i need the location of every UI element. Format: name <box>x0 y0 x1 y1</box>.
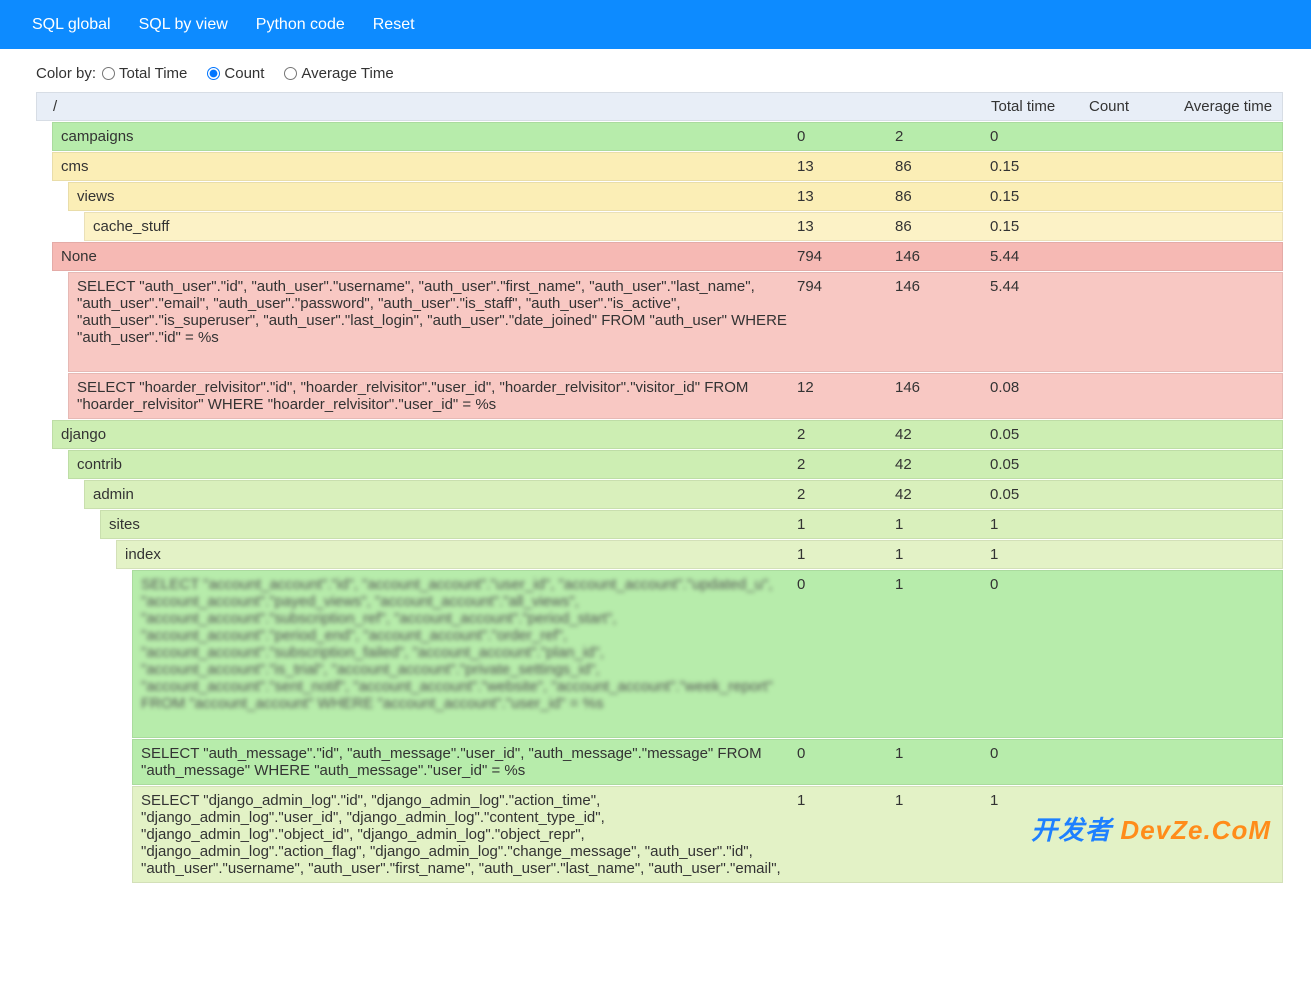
cell-avg-time: 0 <box>990 571 1088 598</box>
radio-count-label: Count <box>224 65 264 82</box>
tree-row[interactable]: cache_stuff13860.15 <box>84 212 1283 241</box>
color-by-controls: Color by: Total Time Count Average Time <box>0 49 1311 92</box>
cell-count: 2 <box>895 123 990 150</box>
cell-count: 1 <box>895 511 990 538</box>
nav-sql-global[interactable]: SQL global <box>18 16 125 34</box>
cell-total-time: 2 <box>797 481 895 508</box>
tree-row-label: SELECT "hoarder_relvisitor"."id", "hoard… <box>69 374 797 418</box>
tree-row[interactable]: SELECT "account_account"."id", "account_… <box>132 570 1283 738</box>
col-total-time: Total time <box>991 93 1089 120</box>
cell-avg-time: 5.44 <box>990 243 1088 270</box>
topbar: SQL global SQL by view Python code Reset <box>0 0 1311 49</box>
tree-row[interactable]: admin2420.05 <box>84 480 1283 509</box>
cell-avg-time: 0 <box>990 123 1088 150</box>
radio-count-input[interactable] <box>207 67 220 80</box>
radio-avg-time-input[interactable] <box>284 67 297 80</box>
cell-total-time: 794 <box>797 243 895 270</box>
tree-row[interactable]: cms13860.15 <box>52 152 1283 181</box>
cell-total-time: 13 <box>797 183 895 210</box>
color-by-label: Color by: <box>36 65 96 82</box>
col-avg-time: Average time <box>1184 93 1282 120</box>
cell-count: 1 <box>895 571 990 598</box>
tree-row-label: contrib <box>69 451 797 478</box>
cell-total-time: 794 <box>797 273 895 300</box>
cell-total-time: 0 <box>797 740 895 767</box>
cell-avg-time: 0 <box>990 740 1088 767</box>
cell-count: 146 <box>895 374 990 401</box>
nav-reset[interactable]: Reset <box>359 16 429 34</box>
cell-count: 1 <box>895 740 990 767</box>
tree-row[interactable]: campaigns020 <box>52 122 1283 151</box>
cell-avg-time: 0.15 <box>990 153 1088 180</box>
tree-row-label: admin <box>85 481 797 508</box>
radio-total-time-input[interactable] <box>102 67 115 80</box>
cell-total-time: 0 <box>797 571 895 598</box>
cell-avg-time: 0.15 <box>990 183 1088 210</box>
cell-avg-time: 0.08 <box>990 374 1088 401</box>
tree-row[interactable]: contrib2420.05 <box>68 450 1283 479</box>
cell-total-time: 1 <box>797 787 895 814</box>
cell-avg-time: 5.44 <box>990 273 1088 300</box>
cell-count: 86 <box>895 213 990 240</box>
radio-total-time[interactable]: Total Time <box>102 65 187 82</box>
tree-row-label: SELECT "django_admin_log"."id", "django_… <box>133 787 797 882</box>
tree-row[interactable]: SELECT "auth_user"."id", "auth_user"."us… <box>68 272 1283 372</box>
cell-avg-time: 0.15 <box>990 213 1088 240</box>
col-path: / <box>45 93 991 120</box>
tree-row-label: SELECT "account_account"."id", "account_… <box>133 571 797 717</box>
cell-count: 42 <box>895 421 990 448</box>
cell-count: 146 <box>895 243 990 270</box>
cell-count: 86 <box>895 183 990 210</box>
cell-count: 42 <box>895 451 990 478</box>
cell-avg-time: 0.05 <box>990 421 1088 448</box>
tree-row-label: None <box>53 243 797 270</box>
tree-row[interactable]: SELECT "auth_message"."id", "auth_messag… <box>132 739 1283 785</box>
tree-row[interactable]: SELECT "hoarder_relvisitor"."id", "hoard… <box>68 373 1283 419</box>
tree-row[interactable]: sites111 <box>100 510 1283 539</box>
tree-row[interactable]: index111 <box>116 540 1283 569</box>
cell-count: 42 <box>895 481 990 508</box>
cell-count: 86 <box>895 153 990 180</box>
cell-avg-time: 1 <box>990 541 1088 568</box>
table-header: / Total time Count Average time <box>36 92 1283 121</box>
nav-python-code[interactable]: Python code <box>242 16 359 34</box>
radio-total-time-label: Total Time <box>119 65 187 82</box>
cell-count: 1 <box>895 541 990 568</box>
radio-avg-time-label: Average Time <box>301 65 393 82</box>
col-count: Count <box>1089 93 1184 120</box>
tree-row-label: SELECT "auth_message"."id", "auth_messag… <box>133 740 797 784</box>
cell-total-time: 12 <box>797 374 895 401</box>
radio-count[interactable]: Count <box>207 65 264 82</box>
tree-row-label: django <box>53 421 797 448</box>
radio-avg-time[interactable]: Average Time <box>284 65 393 82</box>
tree-row-label: cache_stuff <box>85 213 797 240</box>
cell-avg-time: 1 <box>990 787 1088 814</box>
cell-total-time: 1 <box>797 511 895 538</box>
cell-avg-time: 1 <box>990 511 1088 538</box>
tree-container: / Total time Count Average time campaign… <box>0 92 1311 883</box>
tree-row[interactable]: django2420.05 <box>52 420 1283 449</box>
tree-row-label: sites <box>101 511 797 538</box>
tree-row[interactable]: None7941465.44 <box>52 242 1283 271</box>
nav-sql-by-view[interactable]: SQL by view <box>125 16 242 34</box>
cell-total-time: 2 <box>797 421 895 448</box>
tree-row[interactable]: views13860.15 <box>68 182 1283 211</box>
cell-total-time: 13 <box>797 213 895 240</box>
tree-row-label: cms <box>53 153 797 180</box>
tree-row[interactable]: SELECT "django_admin_log"."id", "django_… <box>132 786 1283 883</box>
cell-total-time: 2 <box>797 451 895 478</box>
cell-avg-time: 0.05 <box>990 481 1088 508</box>
cell-count: 1 <box>895 787 990 814</box>
cell-avg-time: 0.05 <box>990 451 1088 478</box>
tree-row-label: views <box>69 183 797 210</box>
tree-rows: campaigns020cms13860.15views13860.15cach… <box>36 122 1283 883</box>
tree-row-label: SELECT "auth_user"."id", "auth_user"."us… <box>69 273 797 351</box>
cell-total-time: 0 <box>797 123 895 150</box>
cell-total-time: 13 <box>797 153 895 180</box>
tree-row-label: index <box>117 541 797 568</box>
cell-count: 146 <box>895 273 990 300</box>
tree-row-label: campaigns <box>53 123 797 150</box>
cell-total-time: 1 <box>797 541 895 568</box>
